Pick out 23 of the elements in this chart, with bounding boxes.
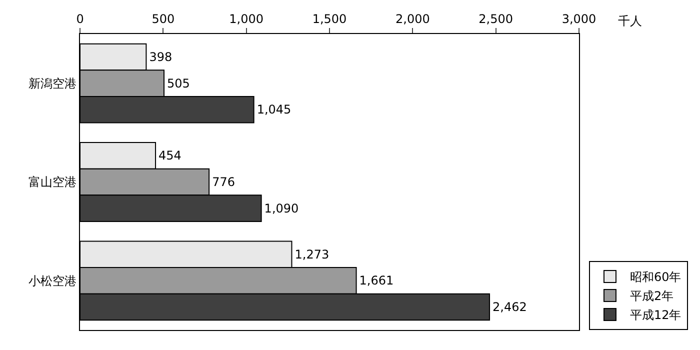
y-tick-label: 小松空港 bbox=[28, 274, 77, 288]
legend-label: 平成2年 bbox=[630, 289, 674, 304]
x-tick-label: 2,000 bbox=[395, 12, 430, 26]
legend-label: 昭和60年 bbox=[630, 270, 682, 284]
data-label: 398 bbox=[149, 50, 172, 64]
data-label: 454 bbox=[158, 148, 182, 163]
x-tick-label: 3,000 bbox=[562, 12, 596, 26]
x-tick-label: 1,500 bbox=[312, 12, 347, 26]
x-tick-label: 500 bbox=[152, 12, 175, 26]
data-label: 505 bbox=[167, 76, 190, 90]
y-tick-label: 新潟空港 bbox=[28, 76, 77, 91]
data-label: 1,045 bbox=[256, 102, 292, 117]
x-tick-label: 1,000 bbox=[229, 12, 264, 26]
data-label: 1,661 bbox=[359, 274, 394, 288]
x-axis-title: 千人 bbox=[618, 14, 642, 28]
data-label: 1,273 bbox=[294, 247, 330, 262]
x-tick-label: 0 bbox=[76, 12, 84, 26]
legend-label: 平成12年 bbox=[630, 308, 682, 322]
data-label: 776 bbox=[212, 175, 235, 189]
data-label: 2,462 bbox=[492, 300, 527, 314]
x-tick-label: 2,500 bbox=[478, 12, 514, 26]
data-label: 1,090 bbox=[264, 201, 299, 216]
y-tick-label: 富山空港 bbox=[28, 175, 77, 190]
